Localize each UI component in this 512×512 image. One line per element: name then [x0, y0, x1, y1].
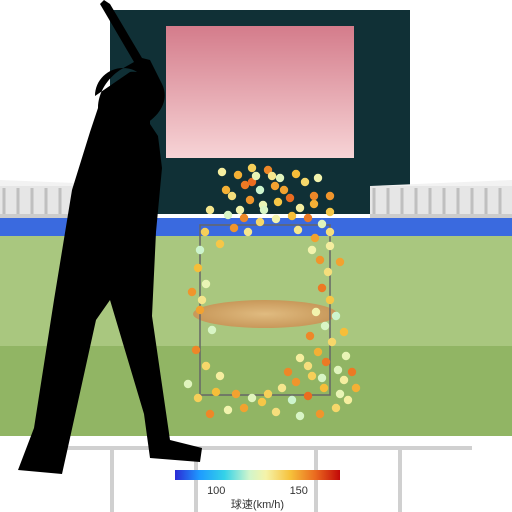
pitch-dot: [268, 172, 276, 180]
pitch-dot: [236, 206, 244, 214]
legend-axis-label: 球速(km/h): [231, 497, 284, 511]
pitch-dot: [232, 390, 240, 398]
pitch-dot: [318, 374, 326, 382]
pitch-dot: [216, 372, 224, 380]
pitch-dot: [224, 211, 232, 219]
pitch-dot: [318, 220, 326, 228]
pitch-dot: [276, 174, 284, 182]
pitch-dot: [280, 186, 288, 194]
pitch-dot: [192, 346, 200, 354]
pitch-dot: [258, 398, 266, 406]
pitch-dot: [194, 394, 202, 402]
pitch-dot: [202, 362, 210, 370]
pitch-dot: [318, 284, 326, 292]
pitch-dot: [336, 258, 344, 266]
pitch-dot: [294, 226, 302, 234]
pitch-dot: [322, 358, 330, 366]
pitch-dot: [264, 390, 272, 398]
pitch-dot: [304, 362, 312, 370]
pitch-dot: [311, 234, 319, 242]
pitch-dot: [274, 198, 282, 206]
pitch-dot: [310, 192, 318, 200]
pitch-dot: [316, 410, 324, 418]
pitch-dot: [252, 172, 260, 180]
pitch-dot: [278, 384, 286, 392]
pitch-dot: [222, 186, 230, 194]
pitch-dot: [286, 194, 294, 202]
pitch-dot: [306, 332, 314, 340]
pitch-dot: [234, 171, 242, 179]
pitch-dot: [272, 408, 280, 416]
pitch-dot: [314, 174, 322, 182]
pitch-dot: [308, 246, 316, 254]
pitch-dot: [240, 404, 248, 412]
pitch-dot: [288, 212, 296, 220]
pitch-dot: [324, 268, 332, 276]
pitch-dot: [304, 214, 312, 222]
pitch-dot: [326, 242, 334, 250]
pitch-dot: [248, 394, 256, 402]
pitch-dot: [310, 200, 318, 208]
legend-tick: 150: [290, 485, 308, 497]
pitch-dot: [246, 196, 254, 204]
pitch-dot: [342, 352, 350, 360]
pitch-dot: [320, 384, 328, 392]
pitch-dot: [340, 376, 348, 384]
pitch-dot: [316, 256, 324, 264]
pitch-dot: [208, 326, 216, 334]
pitch-dot: [228, 192, 236, 200]
pitch-dot: [332, 404, 340, 412]
pitch-dot: [224, 406, 232, 414]
pitch-dot: [296, 412, 304, 420]
pitch-dot: [184, 380, 192, 388]
pitch-dot: [292, 378, 300, 386]
pitch-dot: [326, 208, 334, 216]
pitch-dot: [314, 348, 322, 356]
pitch-dot: [334, 366, 342, 374]
pitch-dot: [196, 246, 204, 254]
legend-tick: 100: [207, 485, 225, 497]
pitch-dot: [328, 338, 336, 346]
pitch-dot: [304, 392, 312, 400]
pitch-dot: [288, 396, 296, 404]
pitch-dot: [321, 322, 329, 330]
pitch-dot: [256, 186, 264, 194]
pitch-dot: [332, 312, 340, 320]
pitch-dot: [248, 164, 256, 172]
pitch-dot: [336, 390, 344, 398]
pitch-dot: [284, 368, 292, 376]
pitch-dot: [296, 354, 304, 362]
pitch-dot: [206, 410, 214, 418]
pitch-dot: [212, 388, 220, 396]
pitch-dot: [292, 170, 300, 178]
pitch-dot: [326, 296, 334, 304]
pitch-dot: [196, 306, 204, 314]
pitch-dot: [240, 214, 248, 222]
pitch-dot: [301, 178, 309, 186]
pitch-dot: [216, 240, 224, 248]
pitch-dot: [271, 182, 279, 190]
pitch-dot: [206, 206, 214, 214]
pitch-dot: [194, 264, 202, 272]
pitch-dot: [188, 288, 196, 296]
pitch-dot: [326, 192, 334, 200]
pitch-dot: [244, 228, 252, 236]
pitch-dot: [201, 228, 209, 236]
pitch-dot: [202, 280, 210, 288]
pitch-dot: [260, 206, 268, 214]
pitch-dot: [218, 168, 226, 176]
pitch-dot: [198, 296, 206, 304]
pitch-dot: [272, 215, 280, 223]
pitch-dot: [340, 328, 348, 336]
pitch-dot: [230, 224, 238, 232]
pitch-dot: [312, 308, 320, 316]
pitch-dot: [296, 204, 304, 212]
pitch-dot: [348, 368, 356, 376]
pitch-dot: [326, 228, 334, 236]
pitch-dot: [308, 372, 316, 380]
pitch-dot: [352, 384, 360, 392]
pitch-location-chart: 100 150 球速(km/h): [0, 0, 512, 512]
pitch-dot: [256, 218, 264, 226]
pitch-dot: [344, 396, 352, 404]
